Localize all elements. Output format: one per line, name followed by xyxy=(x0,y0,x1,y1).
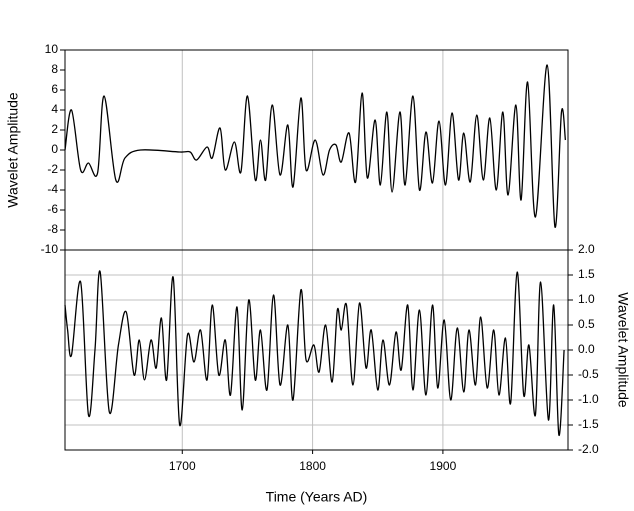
x-tick-label: 1700 xyxy=(169,459,196,473)
y-tick-label: -8 xyxy=(47,222,58,236)
y-tick-label: 10 xyxy=(45,42,59,56)
x-axis-title: Time (Years AD) xyxy=(266,489,368,505)
data-line xyxy=(64,270,565,436)
plot-frame xyxy=(64,249,569,451)
y-tick-label: 0 xyxy=(51,142,58,156)
y-tick-label: -2.0 xyxy=(578,442,599,456)
y-tick-label: 2.0 xyxy=(578,242,595,256)
y-tick-label: 0.5 xyxy=(578,317,595,331)
y-axis-title: Wavelet Amplitude xyxy=(615,292,631,408)
x-tick-label: 1800 xyxy=(299,459,326,473)
y-tick-label: -2 xyxy=(47,162,58,176)
y-tick-label: -0.5 xyxy=(578,367,599,381)
y-tick-label: 1.5 xyxy=(578,267,595,281)
y-tick-label: 6 xyxy=(51,82,58,96)
y-tick-label: -6 xyxy=(47,202,58,216)
y-tick-label: -1.0 xyxy=(578,392,599,406)
x-tick-label: 1900 xyxy=(430,459,457,473)
y-tick-label: -10 xyxy=(41,242,59,256)
y-tick-label: -1.5 xyxy=(578,417,599,431)
y-tick-label: 0.0 xyxy=(578,342,595,356)
y-axis-title: Wavelet Amplitude xyxy=(5,92,21,208)
y-tick-label: 8 xyxy=(51,62,58,76)
y-tick-label: 4 xyxy=(51,102,58,116)
data-line xyxy=(64,64,567,228)
y-tick-label: 1.0 xyxy=(578,292,595,306)
y-tick-label: -4 xyxy=(47,182,58,196)
y-tick-label: 2 xyxy=(51,122,58,136)
